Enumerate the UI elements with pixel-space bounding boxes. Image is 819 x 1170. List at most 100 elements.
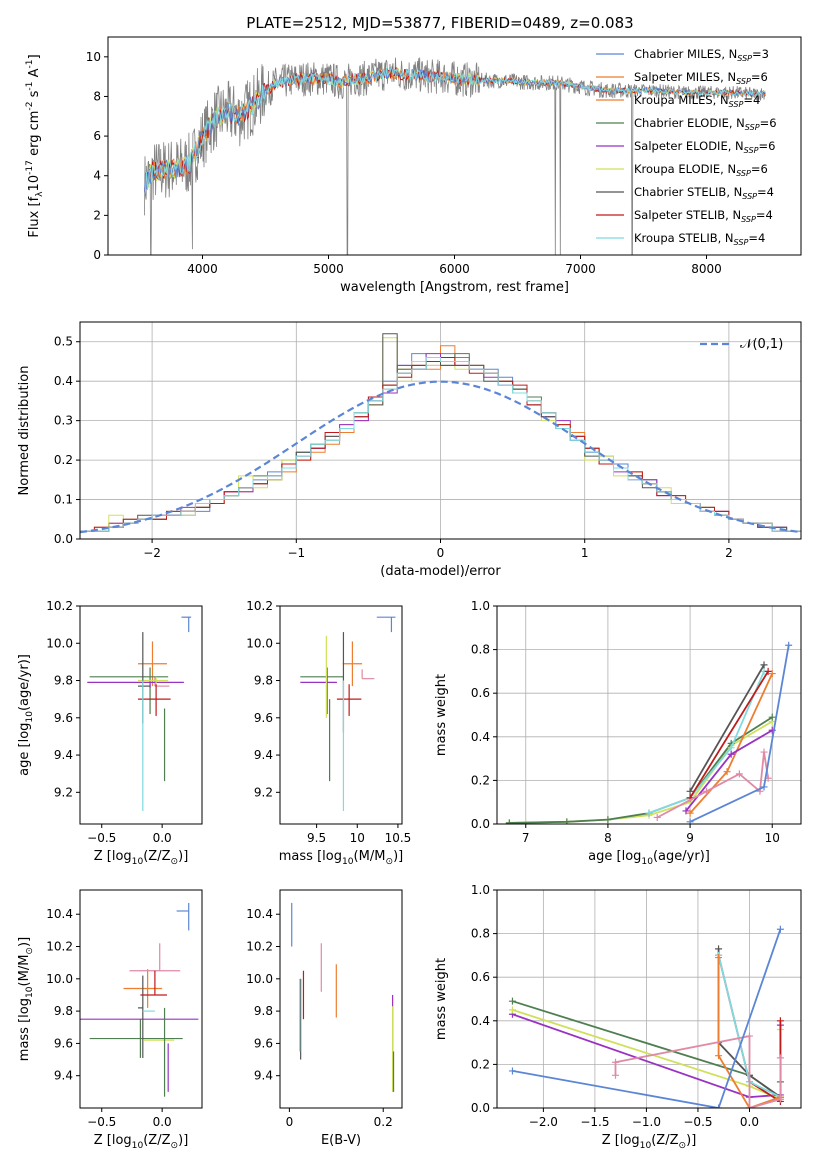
- panel-age_vs_mass: 9.5 10 10.5 9.2 9.4 9.6 9.8 10.0 10.2 mass [log10…: [246, 599, 411, 867]
- weight-marker: [745, 1104, 753, 1108]
- x-tick-label: −0.5: [87, 831, 116, 845]
- weight-marker: [735, 770, 743, 778]
- weight-marker: [612, 1058, 620, 1066]
- weight-line-stelib_salpeter: [689, 670, 769, 799]
- legend-label: Kroupa MILES, NSSP=4: [634, 93, 760, 109]
- y-tick-label: 0.2: [471, 1057, 490, 1071]
- x-tick-label: 7000: [565, 262, 596, 276]
- weight-marker: [508, 1067, 516, 1075]
- y-tick-label: 10: [86, 50, 101, 64]
- panel-residuals: −2 −1 0 1 2 0.0 0.1 0.2 0.3 0.4 0.5 (data-model)/er…: [17, 321, 802, 579]
- model-spectrum-miles_chabrier: [144, 67, 766, 195]
- weight-marker: [723, 768, 731, 776]
- y-axis-label: mass weight: [434, 958, 449, 1040]
- x-tick-label: −1: [287, 546, 305, 560]
- y-tick-label: 0.4: [471, 1014, 490, 1028]
- y-tick-label: 4: [93, 169, 101, 183]
- weight-marker: [612, 1071, 620, 1079]
- spectrum-legend: Chabrier MILES, NSSP=3 Salpeter MILES, NS…: [596, 47, 777, 247]
- y-tick-label: 0.4: [471, 730, 490, 744]
- weight-marker: [715, 1104, 723, 1108]
- y-tick-label: 10.2: [246, 599, 273, 613]
- y-tick-label: 0.3: [54, 414, 73, 428]
- x-axis-label: Z [log10(Z/Z⊙)]: [94, 849, 189, 867]
- x-tick-label: 5000: [313, 262, 344, 276]
- y-tick-label: 9.8: [254, 1004, 273, 1018]
- y-tick-label: 0.8: [471, 643, 490, 657]
- y-tick-label: 1.0: [471, 883, 490, 897]
- x-tick-label: −0.5: [683, 1115, 712, 1129]
- weight-marker: [745, 1032, 753, 1040]
- weight-marker: [768, 713, 776, 721]
- y-tick-label: 9.6: [254, 1036, 273, 1050]
- x-tick-label: −1.5: [580, 1115, 609, 1129]
- weight-marker: [686, 787, 694, 795]
- y-tick-label: 2: [93, 208, 101, 222]
- data-point: [137, 975, 144, 1058]
- axes-frame: [79, 605, 203, 825]
- y-tick-label: 1.0: [471, 599, 490, 613]
- y-tick-label: 9.4: [254, 748, 273, 762]
- weight-marker: [760, 661, 768, 669]
- weight-line-stelib_chabrier: [689, 664, 765, 792]
- weight-marker: [785, 641, 793, 649]
- x-tick-label: 6000: [439, 262, 470, 276]
- x-tick-label: 0.0: [153, 1115, 172, 1129]
- weight-marker: [776, 1017, 784, 1025]
- data-point: [137, 684, 171, 716]
- plot-area-age_vs_Z: [87, 616, 192, 811]
- y-tick-label: 10.0: [246, 972, 273, 986]
- data-point: [361, 669, 375, 680]
- x-tick-label: −0.5: [87, 1115, 116, 1129]
- data-point: [154, 676, 170, 687]
- legend-label: Chabrier STELIB, NSSP=4: [634, 185, 774, 201]
- y-tick-label: 9.6: [54, 711, 73, 725]
- y-tick-label: 9.8: [54, 674, 73, 688]
- x-axis-label: (data-model)/error: [380, 564, 501, 579]
- panel-mass_vs_Z: −0.5 0.0 9.4 9.6 9.8 10.0 10.2 10.4 Z [log10(Z/Z…: [17, 889, 203, 1151]
- data-point: [342, 641, 363, 687]
- legend-label: Salpeter MILES, NSSP=6: [634, 70, 768, 86]
- legend-label: Kroupa ELODIE, NSSP=6: [634, 162, 768, 178]
- data-point: [137, 632, 151, 724]
- y-tick-label: 10.2: [246, 940, 273, 954]
- model-spectrum-stelib_salpeter: [144, 66, 766, 195]
- y-tick-label: 0: [93, 248, 101, 262]
- plot-area-spectrum: [144, 57, 766, 255]
- weight-marker: [604, 816, 612, 824]
- y-tick-label: 8: [93, 89, 101, 103]
- weight-marker: [563, 818, 571, 824]
- y-tick-label: 9.4: [54, 748, 73, 762]
- y-tick-label: 9.8: [254, 674, 273, 688]
- model-spectrum-stelib_kroupa: [144, 65, 766, 195]
- legend-label: Chabrier MILES, NSSP=3: [634, 47, 769, 63]
- panel-weight_vs_Z: −2.0 −1.5 −1.0 −0.5 0.0 0.0 0.2 0.4 0.6 0.8 1.0 Z […: [434, 883, 802, 1151]
- x-tick-label: 4000: [187, 262, 218, 276]
- observed-spectrum: [144, 57, 766, 255]
- x-tick-label: 7: [522, 831, 530, 845]
- x-tick-label: 0.0: [740, 1115, 759, 1129]
- x-tick-label: 0: [437, 546, 445, 560]
- x-tick-label: 10.5: [385, 831, 412, 845]
- weight-line-miles_kroupa: [656, 751, 769, 819]
- plot-area-residuals: [80, 333, 801, 534]
- y-tick-label: 9.4: [54, 1069, 73, 1083]
- x-tick-label: 10: [765, 831, 780, 845]
- legend-label: Kroupa STELIB, NSSP=4: [634, 231, 765, 247]
- y-tick-label: 9.8: [54, 1004, 73, 1018]
- x-axis-label: wavelength [Angstrom, rest frame]: [340, 280, 569, 295]
- figure-title: PLATE=2512, MJD=53877, FIBERID=0489, z=0…: [246, 14, 633, 32]
- weight-line-miles_chabrier: [512, 928, 782, 1108]
- weight-line-elodie_salpeter: [685, 729, 773, 812]
- weight-marker: [715, 954, 723, 962]
- weight-marker: [703, 787, 711, 795]
- x-axis-label: Z [log10(Z/Z⊙)]: [94, 1133, 189, 1151]
- y-tick-label: 0.8: [471, 927, 490, 941]
- x-tick-label: 10: [350, 831, 365, 845]
- plot-area-weight_vs_age: [505, 641, 793, 824]
- weight-marker: [505, 819, 513, 824]
- x-tick-label: −1.0: [632, 1115, 661, 1129]
- x-axis-label: age [log10(age/yr)]: [588, 849, 710, 867]
- axes-frame: [79, 889, 203, 1109]
- weight-marker: [764, 667, 772, 675]
